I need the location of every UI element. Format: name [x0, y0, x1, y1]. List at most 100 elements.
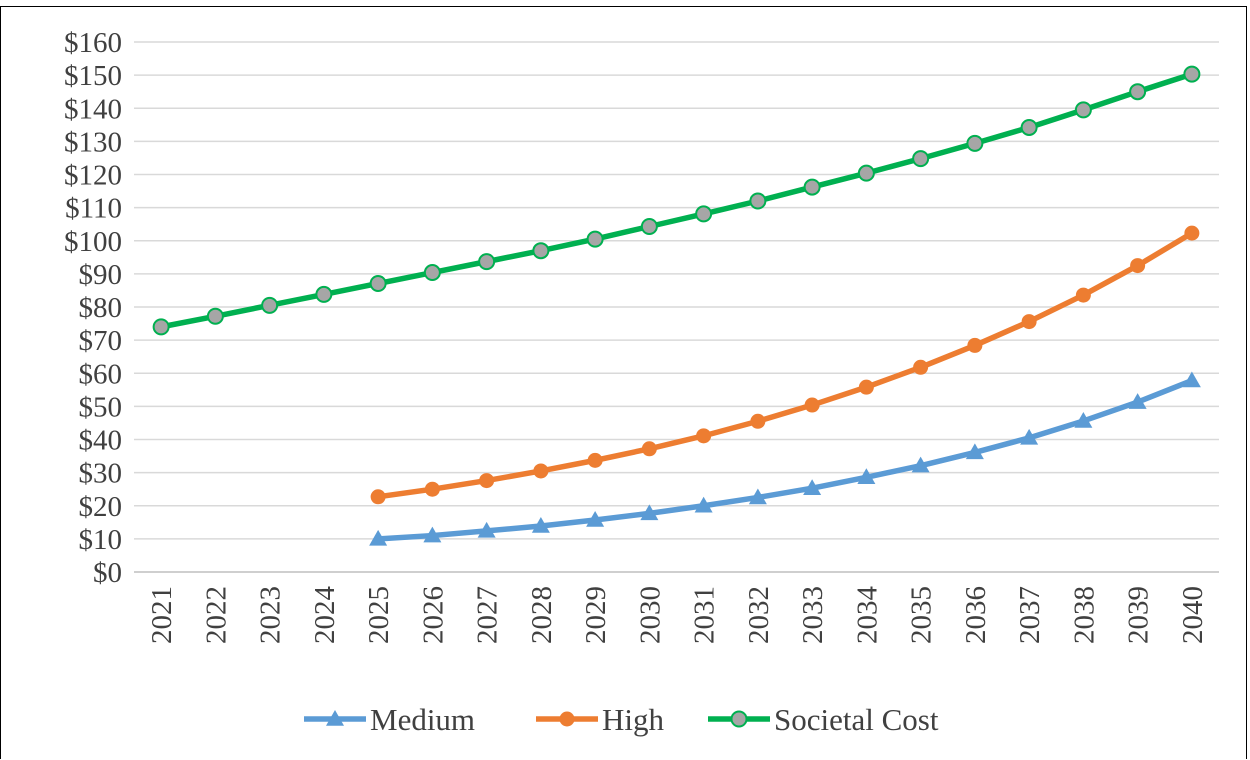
y-tick-label: $70: [79, 325, 123, 357]
data-point: [730, 710, 748, 728]
series-line: [158, 71, 1195, 330]
data-point: [696, 428, 712, 444]
data-point: [966, 134, 984, 152]
y-tick-label: $100: [64, 226, 122, 258]
data-point: [533, 463, 549, 479]
y-tick-label: $160: [64, 27, 122, 59]
data-point: [911, 456, 930, 473]
x-tick-label: 2033: [797, 586, 829, 644]
y-tick-label: $130: [64, 126, 122, 158]
legend-item-societal-cost: Societal Cost: [708, 702, 939, 737]
data-point: [206, 307, 224, 325]
x-tick-label: 2022: [200, 586, 232, 644]
data-point: [477, 521, 496, 538]
data-point: [559, 711, 575, 727]
data-point: [424, 481, 440, 497]
data-point: [587, 452, 603, 468]
y-tick-label: $20: [79, 491, 123, 523]
y-tick-label: $80: [79, 292, 123, 324]
x-tick-label: 2039: [1123, 586, 1155, 644]
legend-label: Medium: [370, 702, 475, 737]
data-point: [1021, 314, 1037, 330]
data-point: [858, 379, 874, 395]
data-point: [1074, 101, 1092, 119]
legend-item-medium: Medium: [304, 702, 475, 737]
data-point: [369, 529, 388, 546]
x-tick-label: 2023: [255, 586, 287, 644]
data-point: [423, 526, 442, 543]
legend-item-high: High: [536, 702, 665, 737]
legend-label: High: [602, 702, 665, 737]
series-high: [370, 225, 1200, 505]
x-tick-label: 2031: [689, 586, 721, 644]
data-point: [532, 242, 550, 260]
data-point: [1075, 287, 1091, 303]
data-point: [641, 441, 657, 457]
x-tick-label: 2038: [1068, 586, 1100, 644]
data-point: [695, 205, 713, 223]
data-point: [1182, 371, 1201, 388]
x-tick-label: 2032: [743, 586, 775, 644]
y-tick-label: $110: [65, 193, 122, 225]
legend: Medium High Societal Cost: [304, 702, 939, 737]
data-point: [586, 230, 604, 248]
y-tick-label: $90: [79, 259, 123, 291]
x-tick-label: 2027: [472, 586, 504, 644]
data-point: [913, 359, 929, 375]
x-tick-label: 2030: [634, 586, 666, 644]
x-tick-label: 2026: [417, 586, 449, 644]
y-tick-label: $120: [64, 160, 122, 192]
data-point: [640, 218, 658, 236]
y-tick-label: $40: [79, 425, 123, 457]
x-tick-label: 2036: [960, 586, 992, 644]
data-point: [967, 337, 983, 353]
chart-frame: $0 $10 $20 $30 $40 $50 $60 $70 $80 $90 $100 $110 $12…: [0, 6, 1247, 759]
data-point: [965, 443, 984, 460]
data-point: [423, 264, 441, 282]
x-tick-label: 2034: [851, 586, 883, 645]
data-point: [1020, 118, 1038, 136]
x-tick-label: 2037: [1014, 586, 1046, 644]
data-point: [152, 318, 170, 336]
data-point: [479, 473, 495, 489]
data-point: [326, 710, 344, 726]
gridlines: [134, 41, 1219, 573]
data-point: [1183, 65, 1201, 83]
data-point: [748, 488, 767, 505]
x-tick-label: 2021: [146, 586, 178, 644]
data-point: [694, 496, 713, 513]
x-tick-label: 2025: [363, 586, 395, 644]
y-tick-label: $150: [64, 60, 122, 92]
data-point: [750, 413, 766, 429]
line-chart: $0$10$20$30$40$50$60$70$80$90$100$110$12…: [64, 27, 1219, 737]
data-point: [1128, 393, 1147, 409]
data-point: [1129, 83, 1147, 101]
data-point: [315, 285, 333, 303]
y-axis-tick-labels: $0$10$20$30$40$50$60$70$80$90$100$110$12…: [64, 27, 122, 589]
y-tick-label: $10: [79, 524, 123, 556]
y-tick-label: $60: [79, 358, 123, 390]
data-point: [369, 274, 387, 292]
y-tick-label: $140: [64, 93, 122, 125]
data-point: [531, 516, 550, 533]
data-point: [1130, 258, 1146, 274]
data-point: [478, 253, 496, 271]
y-tick-label: $0: [93, 557, 122, 589]
data-point: [804, 397, 820, 413]
data-point: [912, 150, 930, 168]
x-tick-label: 2029: [580, 586, 612, 644]
data-point: [1020, 428, 1039, 445]
x-tick-label: 2024: [309, 586, 341, 645]
x-tick-label: 2035: [906, 586, 938, 644]
x-axis-tick-labels: 2021 2022 2023 2024 2025 2026 2027 2028 2029 2030…: [146, 586, 1209, 645]
data-point: [857, 164, 875, 182]
data-point: [857, 468, 876, 485]
series-line: [375, 377, 1195, 542]
x-tick-label: 2028: [526, 586, 558, 644]
legend-label: Societal Cost: [774, 702, 939, 737]
data-point: [1184, 225, 1200, 241]
data-point: [1074, 411, 1093, 428]
y-tick-label: $50: [79, 391, 123, 423]
series-societal-cost: [152, 65, 1201, 336]
data-point: [749, 192, 767, 210]
